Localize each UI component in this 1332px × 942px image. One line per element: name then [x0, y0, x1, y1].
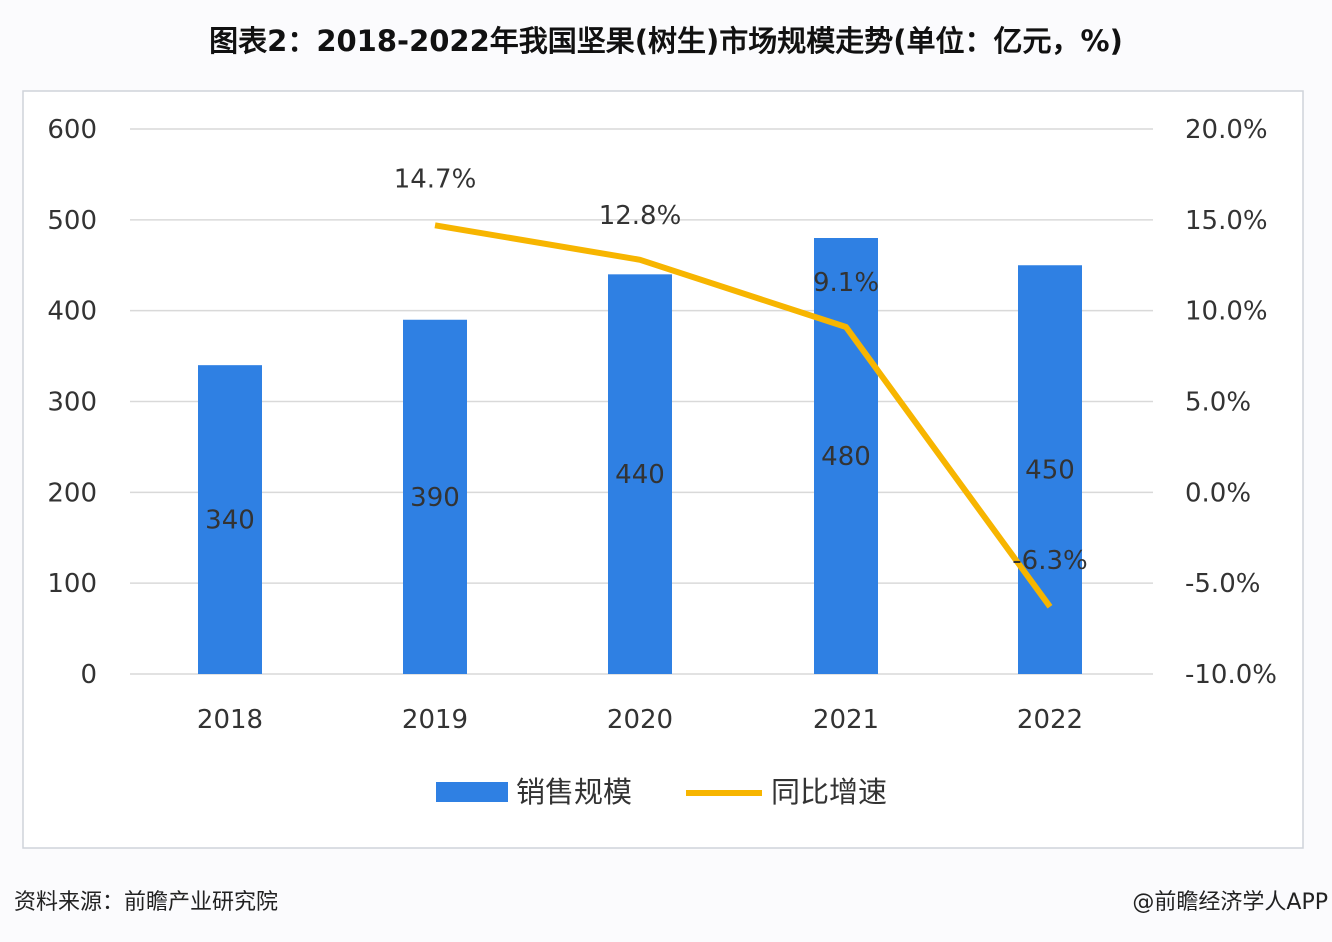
right-tick-label: 0.0%: [1185, 478, 1251, 508]
left-tick-label: 300: [47, 388, 97, 418]
right-tick-label: 5.0%: [1185, 388, 1251, 418]
chart-title: 图表2：2018-2022年我国坚果(树生)市场规模走势(单位：亿元，%): [209, 24, 1123, 58]
legend-bar-swatch: [436, 782, 508, 802]
right-tick-label: 15.0%: [1185, 206, 1268, 236]
growth-line: [434, 222, 1053, 609]
x-tick-label: 2022: [1017, 705, 1083, 735]
left-tick-label: 600: [47, 115, 97, 145]
right-tick-label: 20.0%: [1185, 115, 1268, 145]
line-data-label: 9.1%: [813, 268, 879, 298]
bar-data-label: 480: [821, 442, 871, 472]
x-tick-label: 2019: [402, 705, 468, 735]
bar: [198, 365, 262, 674]
line-data-label: -6.3%: [1012, 546, 1087, 576]
credit-note: @前瞻经济学人APP: [1132, 890, 1328, 915]
bar-data-label: 390: [410, 483, 460, 513]
right-tick-label: 10.0%: [1185, 297, 1268, 327]
x-tick-label: 2021: [813, 705, 879, 735]
bar: [608, 274, 672, 674]
bar-data-label: 450: [1025, 456, 1075, 486]
left-tick-label: 200: [47, 478, 97, 508]
right-tick-label: -5.0%: [1185, 569, 1260, 599]
left-tick-label: 0: [80, 660, 97, 690]
left-tick-label: 500: [47, 206, 97, 236]
bar: [814, 238, 878, 674]
line-data-label: 12.8%: [599, 201, 682, 231]
x-tick-label: 2018: [197, 705, 263, 735]
right-tick-label: -10.0%: [1185, 660, 1277, 690]
legend-line-label: 同比增速: [771, 775, 887, 809]
bar-data-label: 440: [615, 460, 665, 490]
source-note: 资料来源：前瞻产业研究院: [14, 890, 279, 915]
left-tick-label: 400: [47, 297, 97, 327]
x-tick-label: 2020: [607, 705, 673, 735]
legend-bar-label: 销售规模: [516, 775, 632, 809]
bar-data-label: 340: [205, 506, 255, 536]
bar: [403, 319, 467, 674]
left-tick-label: 100: [47, 569, 97, 599]
line-data-label: 14.7%: [394, 164, 477, 194]
